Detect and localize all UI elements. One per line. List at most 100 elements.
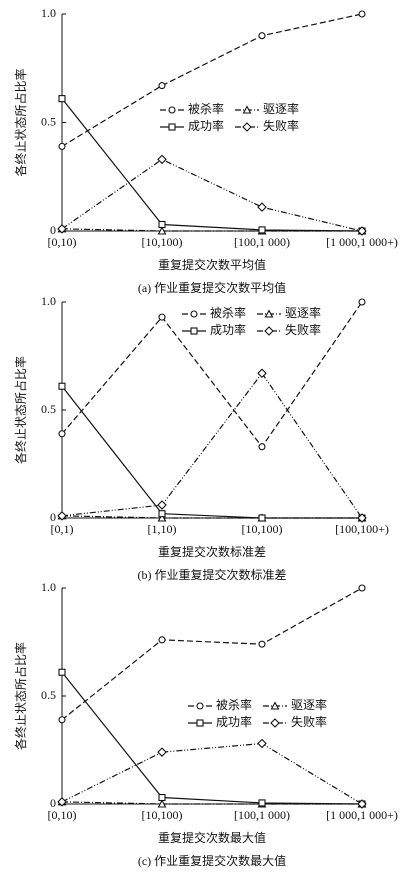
marker-triangle — [264, 309, 274, 318]
series-line — [61, 301, 363, 448]
marker-circle — [190, 310, 198, 318]
marker-triangle — [157, 799, 167, 808]
marker-triangle — [157, 513, 167, 522]
marker-circle — [258, 443, 266, 451]
legend-label: 成功率 — [188, 118, 224, 133]
marker-square — [258, 799, 266, 807]
series-line — [61, 98, 363, 232]
marker-circle — [58, 142, 66, 150]
legend-label: 失败率 — [263, 118, 299, 133]
y-tick-label: 1.0 — [41, 294, 56, 308]
marker-square — [58, 382, 66, 390]
x-tick-label: [10,100) — [242, 522, 283, 536]
legend-label: 被杀率 — [216, 697, 252, 712]
marker-circle — [358, 584, 366, 592]
chart-panel: 0 0.5 1.0 [0,10) [10,100) [100,1 000) [1 000,1… — [13, 580, 398, 868]
marker-square — [58, 95, 66, 103]
legend-label: 驱逐率 — [263, 101, 299, 116]
marker-diamond — [357, 226, 367, 236]
marker-circle — [358, 298, 366, 306]
marker-square — [258, 514, 266, 522]
marker-triangle — [270, 701, 280, 710]
marker-circle — [158, 82, 166, 90]
marker-square — [258, 226, 266, 234]
y-axis-label: 各终止状态所占比率 — [13, 642, 28, 750]
marker-circle — [58, 430, 66, 438]
marker-triangle — [242, 105, 252, 114]
series-line — [61, 385, 362, 519]
legend-label: 失败率 — [285, 322, 321, 337]
y-axis-label: 各终止状态所占比率 — [13, 356, 28, 464]
chart-panel: 0 0.5 1.0 [0,10) [10,100) [100,1 000) [1 000,1… — [13, 6, 398, 295]
y-tick-label: 0.5 — [41, 402, 56, 416]
x-tick-label: [10,100) — [142, 235, 183, 249]
x-tick-label: [100,1 000) — [234, 235, 290, 249]
marker-diamond — [157, 500, 167, 510]
marker-circle — [196, 702, 204, 710]
marker-triangle — [157, 226, 167, 235]
x-tick-label: [100,100+) — [335, 522, 389, 536]
caption: (a) 作业重复提交次数平均值 — [138, 280, 286, 295]
marker-diamond — [264, 326, 274, 336]
y-tick-label: 0.5 — [41, 114, 56, 128]
legend-label: 被杀率 — [210, 305, 246, 320]
caption: (b) 作业重复提交次数标准差 — [138, 567, 287, 582]
series-line — [61, 742, 363, 805]
y-tick-label: 1.0 — [41, 6, 56, 20]
x-tick-label: [0,1) — [51, 522, 74, 536]
marker-diamond — [270, 718, 280, 728]
legend-label: 失败率 — [291, 714, 327, 729]
marker-square — [158, 220, 166, 229]
x-tick-label: [1 000,1 000+) — [326, 235, 398, 249]
marker-diamond — [57, 224, 67, 234]
y-tick-label: 0 — [50, 223, 56, 237]
marker-square — [196, 719, 204, 727]
marker-circle — [158, 636, 166, 644]
marker-diamond — [157, 154, 167, 165]
y-tick-label: 0 — [50, 796, 56, 810]
x-axis-label: 重复提交次数标准差 — [158, 544, 266, 559]
marker-square — [168, 123, 176, 131]
marker-diamond — [242, 122, 252, 132]
marker-diamond — [357, 513, 367, 523]
marker-diamond — [357, 799, 367, 809]
series-line — [61, 13, 363, 147]
marker-circle — [168, 106, 176, 114]
marker-diamond — [57, 511, 67, 521]
x-axis-label: 重复提交次数平均值 — [158, 257, 266, 272]
x-tick-label: [1 000,1 000+) — [326, 808, 398, 822]
marker-diamond — [57, 797, 67, 807]
x-tick-label: [0,10) — [48, 235, 77, 249]
y-axis-label: 各终止状态所占比率 — [13, 68, 28, 176]
x-tick-label: [10,100) — [142, 808, 183, 822]
x-axis-label: 重复提交次数最大值 — [158, 830, 266, 845]
marker-diamond — [257, 368, 267, 379]
legend-label: 驱逐率 — [285, 305, 321, 320]
y-tick-label: 1.0 — [41, 580, 56, 594]
legend-label: 驱逐率 — [291, 697, 327, 712]
marker-square — [158, 510, 166, 518]
marker-circle — [158, 313, 166, 321]
series-line — [61, 587, 363, 721]
y-tick-label: 0.5 — [41, 688, 56, 702]
x-tick-label: [1,10) — [148, 522, 177, 536]
marker-square — [190, 327, 198, 335]
caption: (c) 作业重复提交次数最大值 — [138, 853, 286, 868]
marker-square — [158, 793, 166, 802]
series-line — [61, 671, 363, 805]
legend-label: 被杀率 — [188, 101, 224, 116]
series-line — [61, 372, 363, 519]
legend-label: 成功率 — [216, 714, 252, 729]
marker-circle — [358, 10, 366, 18]
marker-diamond — [257, 202, 267, 212]
y-tick-label: 0 — [50, 510, 56, 524]
marker-diamond — [157, 747, 167, 757]
x-tick-label: [0,10) — [48, 808, 77, 822]
legend-label: 成功率 — [210, 322, 246, 337]
chart-panel: 0 0.5 1.0 [0,1) [1,10) [10,100) [100,100+) 各终止状… — [13, 294, 389, 582]
marker-square — [58, 668, 66, 676]
marker-circle — [258, 640, 266, 648]
series-line — [61, 158, 363, 232]
marker-diamond — [257, 738, 267, 749]
